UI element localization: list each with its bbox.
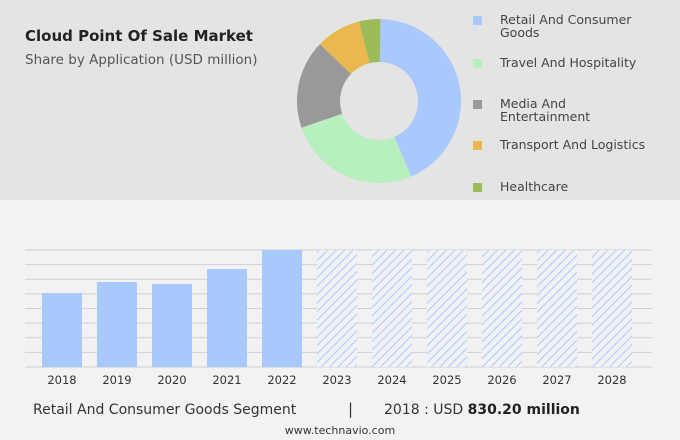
legend-swatch xyxy=(473,100,482,109)
legend-item: Healthcare xyxy=(473,179,675,208)
source-url: www.technavio.com xyxy=(284,424,396,437)
x-tick-label: 2018 xyxy=(47,373,76,387)
legend-label: Retail And Consumer Goods xyxy=(500,12,632,40)
bar-2022 xyxy=(262,250,302,367)
legend-swatch xyxy=(473,59,482,68)
legend-item: Travel And Hospitality xyxy=(473,55,675,84)
donut-slice-4 xyxy=(359,19,381,64)
donut-slice-1 xyxy=(301,113,412,183)
legend-label: Media And Entertainment xyxy=(500,96,591,124)
chart-subtitle: Share by Application (USD million) xyxy=(25,52,258,68)
footer-year-label: 2018 : USD xyxy=(384,402,464,418)
legend-item: Retail And Consumer Goods xyxy=(473,12,675,41)
legend-label: Travel And Hospitality xyxy=(500,55,637,70)
donut-slice-0 xyxy=(379,19,461,177)
bar-chart: 2018 2019 2020 2021 2022 2023 2024 2025 2026 2027… xyxy=(25,249,652,387)
footer-value: 2018 : USD 830.20 million xyxy=(384,402,580,418)
donut-slice-2 xyxy=(297,44,351,128)
x-tick-label: 2019 xyxy=(102,373,131,387)
footer-separator: | xyxy=(348,400,354,418)
x-tick-label: 2027 xyxy=(542,373,571,387)
forecast-bar-2023 xyxy=(317,250,357,367)
x-tick-label: 2024 xyxy=(377,373,406,387)
legend-item: Transport And Logistics xyxy=(473,137,675,166)
x-tick-label: 2023 xyxy=(322,373,351,387)
forecast-bar-2026 xyxy=(482,250,522,367)
bar-2018 xyxy=(42,293,82,367)
legend-label: Transport And Logistics xyxy=(500,137,646,152)
donut-slice-3 xyxy=(319,21,370,74)
legend-swatch xyxy=(473,141,482,150)
legend-swatch xyxy=(473,183,482,192)
bar-2020 xyxy=(152,284,192,367)
forecast-bar-2028 xyxy=(592,250,632,367)
bar-2019 xyxy=(97,281,137,367)
forecast-bar-2027 xyxy=(537,250,577,367)
forecast-bar-2024 xyxy=(372,250,412,367)
chart-title: Cloud Point Of Sale Market xyxy=(25,27,253,45)
x-tick-label: 2026 xyxy=(487,373,516,387)
legend-swatch xyxy=(473,16,482,25)
legend-item: Media And Entertainment xyxy=(473,96,675,125)
x-tick-label: 2022 xyxy=(267,373,296,387)
x-tick-label: 2028 xyxy=(597,373,626,387)
forecast-bar-2025 xyxy=(427,250,467,367)
legend-label: Healthcare xyxy=(500,179,569,194)
bar-2021 xyxy=(207,268,247,367)
footer-segment: Retail And Consumer Goods Segment xyxy=(33,402,297,418)
x-tick-label: 2021 xyxy=(212,373,241,387)
footer-amount: 830.20 million xyxy=(467,402,580,418)
x-tick-label: 2025 xyxy=(432,373,461,387)
x-tick-label: 2020 xyxy=(157,373,186,387)
donut-chart xyxy=(297,19,461,183)
